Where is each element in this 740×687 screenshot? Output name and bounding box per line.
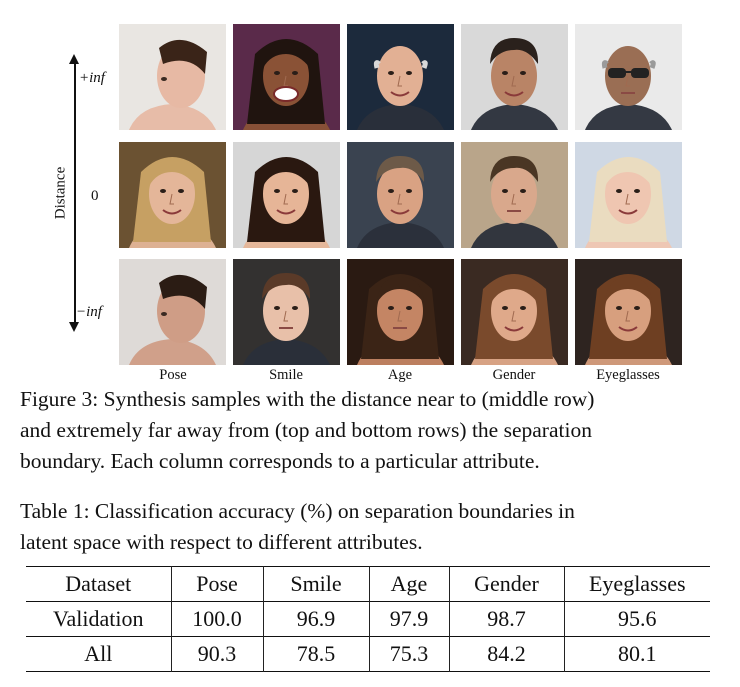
- distance-axis-label: Distance: [52, 166, 69, 220]
- face-sample-bottom-eyeglasses: [575, 259, 682, 365]
- row-label-negative-inf: −inf: [76, 304, 102, 320]
- header-gender: Gender: [448, 566, 564, 602]
- row-label-zero: 0: [91, 188, 99, 204]
- figure-caption-line: boundary. Each column corresponds to a p…: [20, 449, 540, 473]
- face-sample-top-smile: [233, 24, 340, 130]
- header-eyeglasses: Eyeglasses: [563, 566, 710, 602]
- cell-age: 97.9: [368, 601, 449, 637]
- header-smile: Smile: [262, 566, 369, 602]
- distance-axis-line: [74, 62, 76, 324]
- face-sample-top-pose: [119, 24, 226, 130]
- table-caption: Table 1: Classification accuracy (%) on …: [20, 496, 735, 558]
- face-sample-middle-age: [347, 142, 454, 248]
- face-sample-top-eyeglasses: [575, 24, 682, 130]
- face-sample-middle-gender: [461, 142, 568, 248]
- face-sample-top-age: [347, 24, 454, 130]
- column-label-smile: Smile: [269, 367, 303, 383]
- cell-gender: 98.7: [448, 601, 564, 637]
- header-dataset: Dataset: [65, 571, 132, 596]
- face-sample-middle-smile: [233, 142, 340, 248]
- row-label-positive-inf: +inf: [79, 70, 105, 86]
- arrow-up-icon: [69, 54, 79, 64]
- column-label-age: Age: [387, 367, 413, 383]
- column-label-pose: Pose: [159, 367, 187, 383]
- cell-gender: 84.2: [448, 636, 564, 672]
- face-sample-middle-pose: [119, 142, 226, 248]
- header-age: Age: [368, 566, 449, 602]
- figure-caption-line: Figure 3: Synthesis samples with the dis…: [20, 387, 595, 411]
- table-header-row: Dataset Pose Smile Age Gender Eyeglasses: [26, 566, 710, 602]
- cell-eyeglasses: 80.1: [563, 636, 710, 672]
- cell-dataset: All: [84, 641, 113, 666]
- face-sample-bottom-pose: [119, 259, 226, 365]
- face-sample-top-gender: [461, 24, 568, 130]
- cell-eyeglasses: 95.6: [563, 601, 710, 637]
- table-row: Validation 100.0 96.9 97.9 98.7 95.6: [26, 601, 710, 637]
- cell-pose: 100.0: [170, 601, 263, 637]
- accuracy-table: Dataset Pose Smile Age Gender Eyeglasses…: [26, 566, 710, 672]
- cell-smile: 96.9: [262, 601, 369, 637]
- table-caption-line: Table 1: Classification accuracy (%) on …: [20, 499, 575, 523]
- header-pose: Pose: [170, 566, 263, 602]
- cell-pose: 90.3: [170, 636, 263, 672]
- arrow-down-icon: [69, 322, 79, 332]
- column-label-eyeglasses: Eyeglasses: [596, 367, 660, 383]
- cell-smile: 78.5: [262, 636, 369, 672]
- column-label-gender: Gender: [492, 367, 536, 383]
- figure-caption: Figure 3: Synthesis samples with the dis…: [20, 384, 735, 477]
- table-caption-line: latent space with respect to different a…: [20, 530, 423, 554]
- face-sample-bottom-age: [347, 259, 454, 365]
- table-row: All 90.3 78.5 75.3 84.2 80.1: [26, 636, 710, 672]
- face-sample-middle-eyeglasses: [575, 142, 682, 248]
- cell-dataset: Validation: [53, 606, 144, 631]
- face-sample-bottom-smile: [233, 259, 340, 365]
- figure-caption-line: and extremely far away from (top and bot…: [20, 418, 592, 442]
- cell-age: 75.3: [368, 636, 449, 672]
- figure-3: Distance +inf 0 −inf Pose Smile Age Gend…: [52, 24, 682, 383]
- face-sample-bottom-gender: [461, 259, 568, 365]
